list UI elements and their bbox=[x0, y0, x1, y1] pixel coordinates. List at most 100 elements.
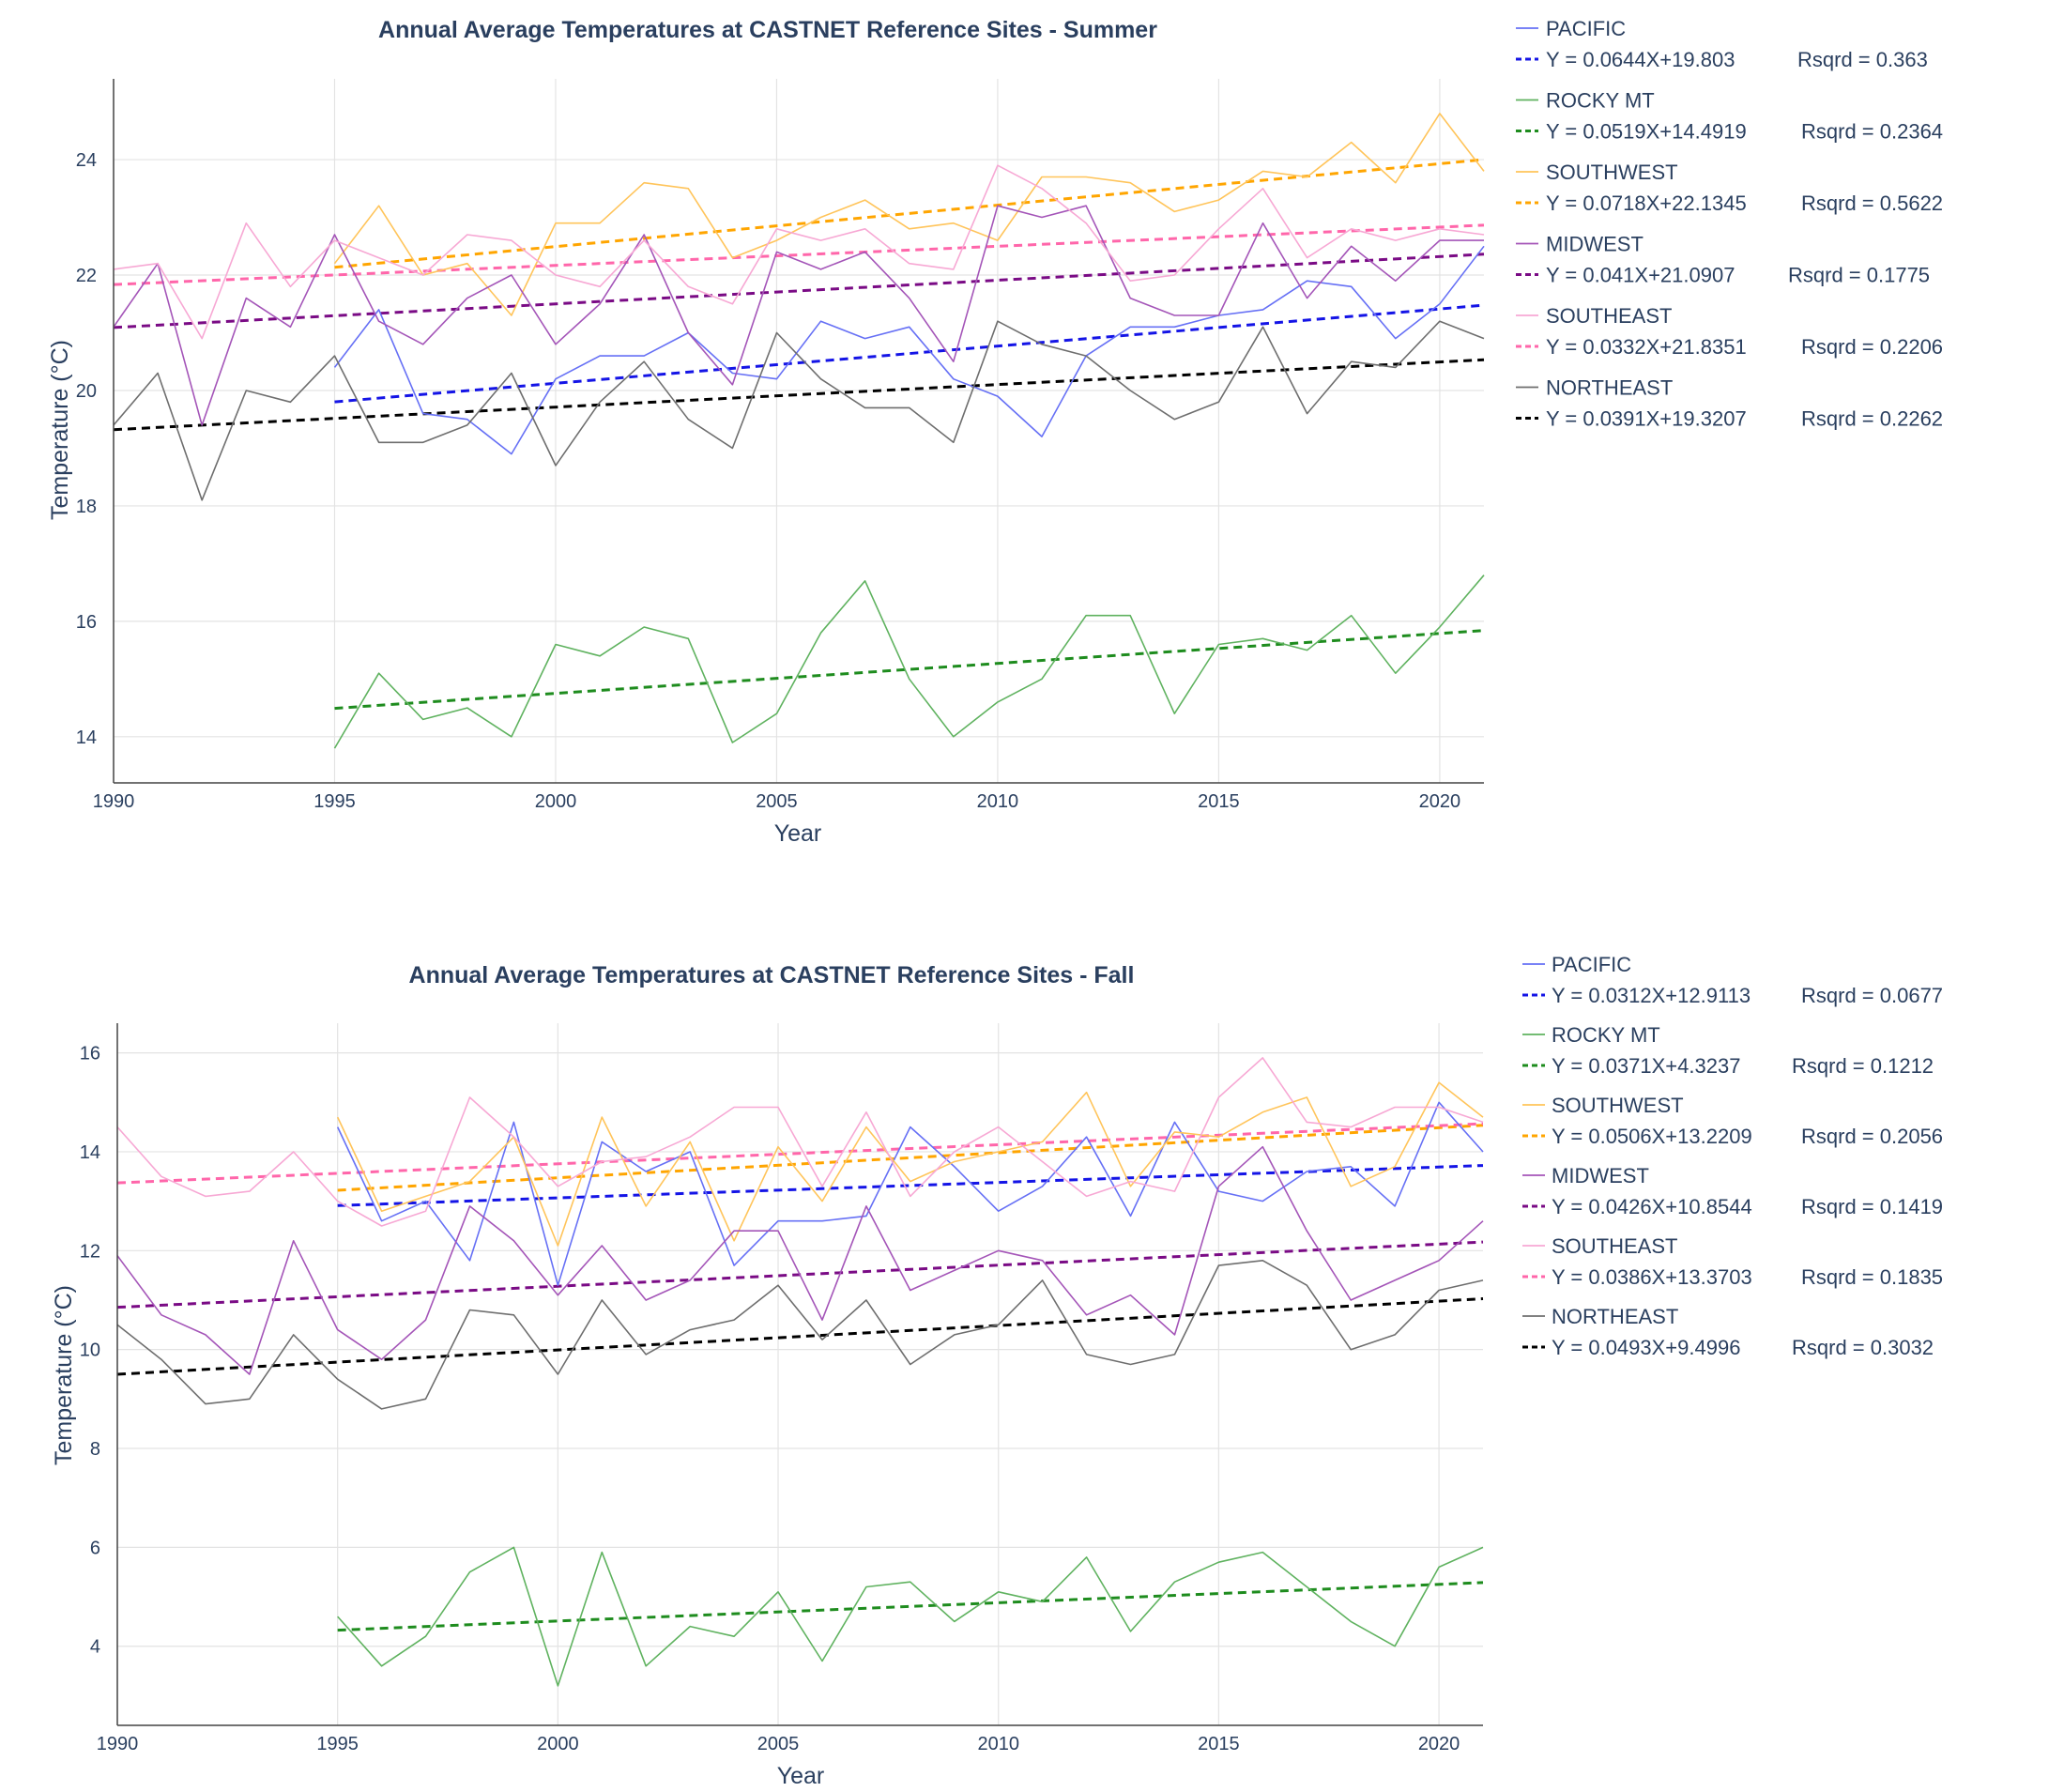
summer-trend-rocky-mt bbox=[334, 629, 1485, 711]
summer-legend[interactable]: PACIFIC Y = 0.0644X+19.803 Rsqrd = 0.363 RO… bbox=[1516, 17, 1943, 431]
summer-legend-trend-southeast[interactable]: Y = 0.0332X+21.8351 bbox=[1546, 335, 1747, 359]
summer-x-tick-label: 2005 bbox=[756, 791, 798, 812]
summer-trend-lines bbox=[113, 158, 1485, 711]
fall-legend-trend-southeast[interactable]: Y = 0.0386X+13.3703 bbox=[1552, 1265, 1752, 1289]
summer-chart-title: Annual Average Temperatures at CASTNET R… bbox=[378, 17, 1157, 43]
fall-trend-southwest bbox=[337, 1124, 1484, 1192]
fall-legend-label-pacific[interactable]: PACIFIC bbox=[1552, 953, 1631, 976]
fall-legend-trend-northeast[interactable]: Y = 0.0493X+9.4996 bbox=[1552, 1336, 1740, 1359]
fall-legend-label-southeast[interactable]: SOUTHEAST bbox=[1552, 1234, 1677, 1258]
fall-legend-rsq-southeast: Rsqrd = 0.1835 bbox=[1801, 1265, 1943, 1289]
summer-y-tick-label: 16 bbox=[76, 612, 97, 633]
fall-trend-lines bbox=[116, 1122, 1484, 1632]
summer-x-axis-label: Year bbox=[774, 820, 822, 847]
fall-y-tick-label: 4 bbox=[90, 1637, 100, 1658]
fall-series-midwest bbox=[116, 1145, 1484, 1375]
summer-legend-label-rocky-mt[interactable]: ROCKY MT bbox=[1546, 89, 1655, 113]
summer-legend-trend-pacific[interactable]: Y = 0.0644X+19.803 bbox=[1546, 48, 1735, 71]
fall-y-tick-label: 12 bbox=[80, 1241, 100, 1262]
summer-legend-label-pacific[interactable]: PACIFIC bbox=[1546, 17, 1626, 40]
summer-legend-trend-southwest[interactable]: Y = 0.0718X+22.1345 bbox=[1546, 191, 1747, 215]
fall-x-tick-label: 2015 bbox=[1198, 1734, 1240, 1754]
summer-legend-rsq-midwest: Rsqrd = 0.1775 bbox=[1788, 264, 1930, 287]
fall-series-lines bbox=[116, 1057, 1484, 1687]
summer-y-tick-label: 18 bbox=[76, 497, 97, 517]
summer-trend-pacific bbox=[334, 303, 1485, 404]
summer-chart: Annual Average Temperatures at CASTNET R… bbox=[47, 17, 1943, 847]
summer-y-tick-label: 20 bbox=[76, 381, 97, 402]
summer-series-southeast bbox=[113, 164, 1485, 340]
fall-grid bbox=[117, 1023, 1483, 1725]
summer-y-tick-label: 22 bbox=[76, 266, 97, 286]
summer-x-tick-label: 1995 bbox=[313, 791, 356, 812]
fall-legend-trend-southwest[interactable]: Y = 0.0506X+13.2209 bbox=[1552, 1125, 1752, 1148]
fall-legend-label-southwest[interactable]: SOUTHWEST bbox=[1552, 1094, 1684, 1117]
fall-legend-rsq-northeast: Rsqrd = 0.3032 bbox=[1792, 1336, 1934, 1359]
summer-x-tick-label: 1990 bbox=[93, 791, 135, 812]
fall-trend-southeast bbox=[116, 1122, 1484, 1185]
fall-trend-rocky-mt bbox=[337, 1581, 1484, 1632]
summer-x-tick-label: 2015 bbox=[1198, 791, 1240, 812]
fall-x-tick-label: 2005 bbox=[757, 1734, 800, 1754]
fall-legend-label-rocky-mt[interactable]: ROCKY MT bbox=[1552, 1023, 1660, 1047]
summer-legend-rsq-northeast: Rsqrd = 0.2262 bbox=[1801, 407, 1943, 431]
summer-legend-label-southeast[interactable]: SOUTHEAST bbox=[1546, 304, 1672, 328]
summer-series-rocky-mt bbox=[333, 574, 1485, 749]
summer-legend-trend-midwest[interactable]: Y = 0.041X+21.0907 bbox=[1546, 264, 1735, 287]
fall-legend-label-northeast[interactable]: NORTHEAST bbox=[1552, 1305, 1678, 1328]
fall-legend-rsq-pacific: Rsqrd = 0.0677 bbox=[1801, 984, 1943, 1007]
summer-legend-rsq-rocky-mt: Rsqrd = 0.2364 bbox=[1801, 120, 1943, 144]
fall-y-axis-label: Temperature (°C) bbox=[51, 1285, 77, 1465]
summer-x-tick-label: 2010 bbox=[977, 791, 1019, 812]
summer-x-ticks: 1990 1995 2000 2005 2010 2015 2020 bbox=[93, 791, 1460, 812]
fall-x-tick-label: 2020 bbox=[1418, 1734, 1460, 1754]
summer-legend-trend-rocky-mt[interactable]: Y = 0.0519X+14.4919 bbox=[1546, 120, 1747, 144]
fall-x-tick-label: 1995 bbox=[316, 1734, 359, 1754]
fall-legend-trend-midwest[interactable]: Y = 0.0426X+10.8544 bbox=[1552, 1195, 1752, 1218]
summer-series-southwest bbox=[333, 113, 1485, 316]
summer-legend-rsq-southeast: Rsqrd = 0.2206 bbox=[1801, 335, 1943, 359]
summer-legend-rsq-southwest: Rsqrd = 0.5622 bbox=[1801, 191, 1943, 215]
fall-series-southwest bbox=[336, 1081, 1484, 1247]
fall-chart-title: Annual Average Temperatures at CASTNET R… bbox=[409, 962, 1135, 988]
summer-y-tick-label: 14 bbox=[76, 728, 97, 748]
fall-x-ticks: 1990 1995 2000 2005 2010 2015 2020 bbox=[97, 1734, 1460, 1754]
summer-legend-rsq-pacific: Rsqrd = 0.363 bbox=[1797, 48, 1928, 71]
fall-legend-label-midwest[interactable]: MIDWEST bbox=[1552, 1164, 1649, 1187]
fall-y-tick-label: 16 bbox=[80, 1044, 100, 1064]
fall-x-tick-label: 2000 bbox=[537, 1734, 579, 1754]
summer-legend-label-midwest[interactable]: MIDWEST bbox=[1546, 233, 1644, 256]
summer-trend-northeast bbox=[113, 358, 1485, 432]
fall-series-rocky-mt bbox=[337, 1546, 1484, 1687]
fall-legend[interactable]: PACIFIC Y = 0.0312X+12.9113 Rsqrd = 0.0677… bbox=[1522, 953, 1943, 1359]
summer-trend-southeast bbox=[113, 223, 1485, 286]
fall-series-southeast bbox=[116, 1057, 1484, 1227]
fall-series-pacific bbox=[336, 1101, 1484, 1286]
summer-series-northeast bbox=[113, 320, 1485, 501]
fall-x-tick-label: 2010 bbox=[977, 1734, 1019, 1754]
fall-y-tick-label: 10 bbox=[80, 1340, 100, 1361]
fall-trend-northeast bbox=[116, 1297, 1484, 1376]
summer-trend-midwest bbox=[113, 253, 1485, 329]
summer-legend-label-northeast[interactable]: NORTHEAST bbox=[1546, 376, 1673, 400]
fall-y-tick-label: 6 bbox=[90, 1538, 100, 1558]
fall-y-tick-label: 8 bbox=[90, 1439, 100, 1460]
summer-legend-label-southwest[interactable]: SOUTHWEST bbox=[1546, 161, 1678, 184]
fall-x-axis-label: Year bbox=[777, 1763, 825, 1789]
fall-legend-trend-rocky-mt[interactable]: Y = 0.0371X+4.3237 bbox=[1552, 1054, 1740, 1078]
summer-y-ticks: 14 16 18 20 22 24 bbox=[76, 150, 97, 748]
fall-y-tick-label: 14 bbox=[80, 1142, 100, 1163]
fall-x-tick-label: 1990 bbox=[97, 1734, 139, 1754]
summer-series-lines bbox=[113, 113, 1485, 749]
fall-legend-trend-pacific[interactable]: Y = 0.0312X+12.9113 bbox=[1552, 984, 1751, 1007]
fall-legend-rsq-midwest: Rsqrd = 0.1419 bbox=[1801, 1195, 1943, 1218]
fall-legend-rsq-rocky-mt: Rsqrd = 0.1212 bbox=[1792, 1054, 1934, 1078]
summer-x-tick-label: 2000 bbox=[535, 791, 577, 812]
fall-legend-rsq-southwest: Rsqrd = 0.2056 bbox=[1801, 1125, 1943, 1148]
fall-chart: Annual Average Temperatures at CASTNET R… bbox=[51, 953, 1943, 1789]
summer-legend-trend-northeast[interactable]: Y = 0.0391X+19.3207 bbox=[1546, 407, 1747, 431]
summer-y-tick-label: 24 bbox=[76, 150, 97, 171]
fall-series-northeast bbox=[116, 1260, 1484, 1410]
fall-trend-pacific bbox=[337, 1164, 1484, 1207]
